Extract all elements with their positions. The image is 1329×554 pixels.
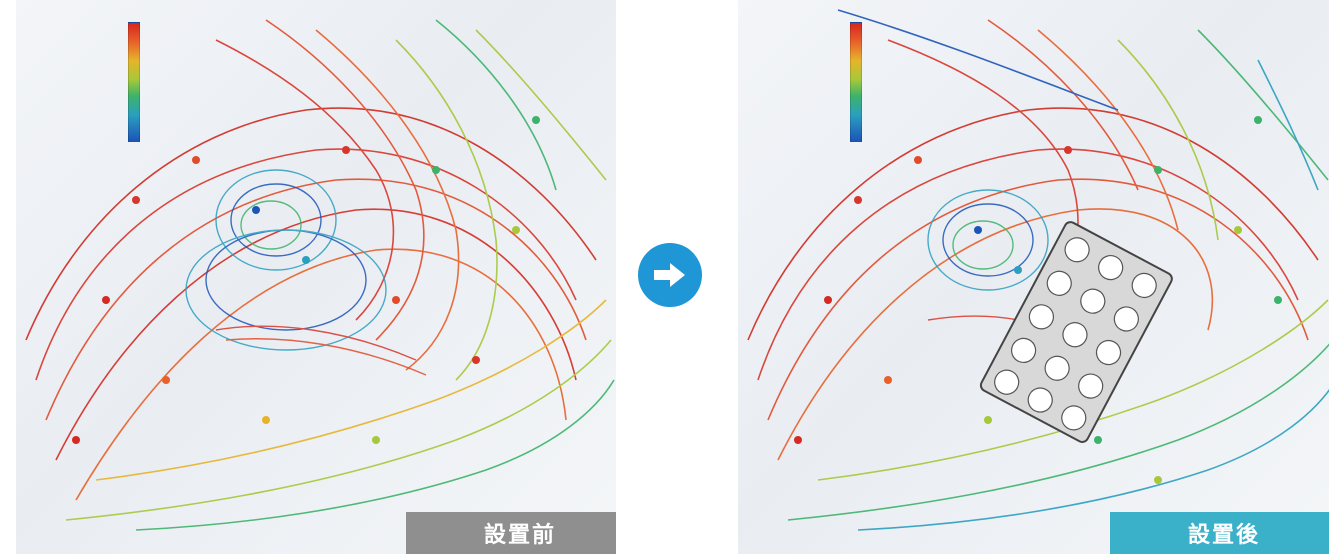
flow-streamlines-after	[747, 9, 1329, 531]
legend-color-bar	[128, 22, 140, 142]
flow-simulation-before: 設置前	[16, 0, 616, 554]
flow-arrowheads-after	[794, 116, 1282, 484]
perforated-plate	[979, 221, 1173, 443]
arrow-right-icon	[638, 243, 702, 307]
flow-simulation-after: 設置後	[738, 0, 1329, 554]
flow-arrowheads-before	[72, 116, 540, 444]
flow-streamlines-before	[25, 19, 615, 531]
before-label: 設置前	[406, 512, 616, 554]
velocity-color-legend	[846, 8, 936, 178]
velocity-color-legend	[124, 8, 214, 178]
legend-color-bar	[850, 22, 862, 142]
after-label: 設置後	[1110, 512, 1329, 554]
